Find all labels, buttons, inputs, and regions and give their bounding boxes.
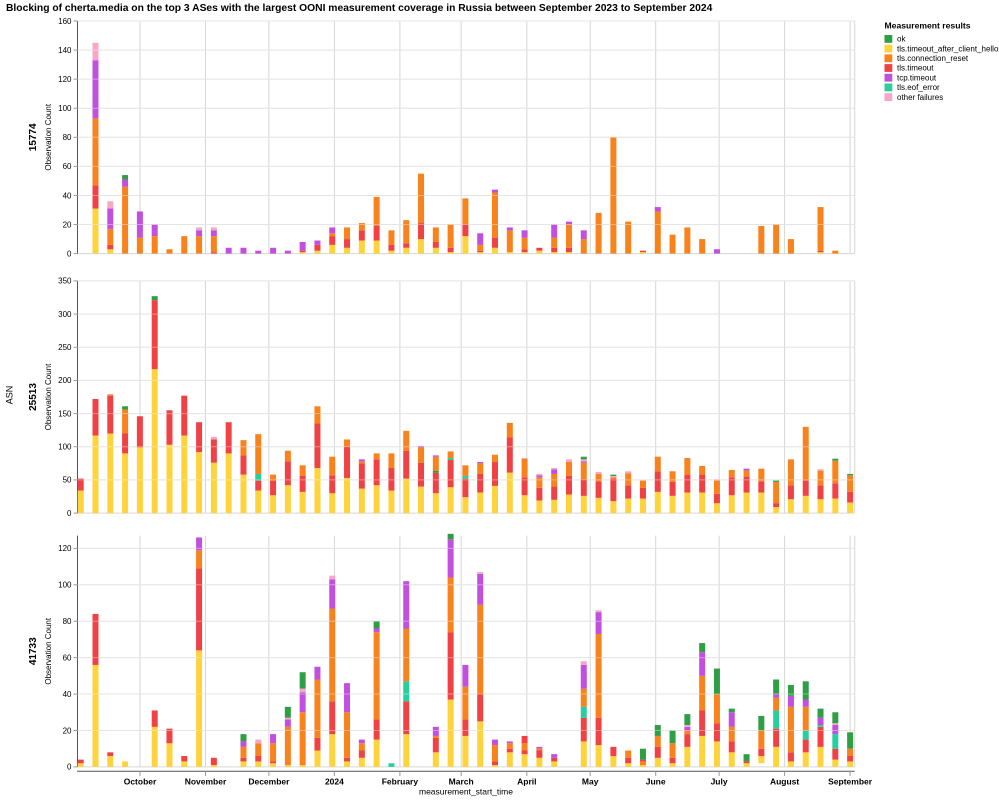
svg-text:November: November <box>185 777 227 787</box>
svg-text:200: 200 <box>58 376 72 385</box>
svg-text:June: June <box>646 777 666 787</box>
svg-text:tcp.timeout: tcp.timeout <box>897 73 937 82</box>
svg-text:20: 20 <box>63 220 72 229</box>
svg-text:40: 40 <box>63 191 72 200</box>
svg-text:80: 80 <box>63 133 72 142</box>
svg-text:120: 120 <box>58 544 72 553</box>
svg-text:May: May <box>582 777 599 787</box>
svg-text:140: 140 <box>58 46 72 55</box>
svg-text:100: 100 <box>58 581 72 590</box>
svg-text:tls.timeout: tls.timeout <box>897 64 934 73</box>
svg-text:60: 60 <box>63 653 72 662</box>
svg-text:0: 0 <box>67 763 72 772</box>
svg-text:tls.eof_error: tls.eof_error <box>897 83 940 92</box>
svg-text:February: February <box>382 777 419 787</box>
svg-text:ok: ok <box>897 35 906 44</box>
svg-text:40: 40 <box>63 690 72 699</box>
svg-text:measurement_start_time: measurement_start_time <box>419 787 513 797</box>
svg-text:100: 100 <box>58 104 72 113</box>
svg-text:41733: 41733 <box>28 637 39 665</box>
svg-text:15774: 15774 <box>28 123 39 151</box>
svg-text:60: 60 <box>63 162 72 171</box>
svg-text:160: 160 <box>58 17 72 26</box>
svg-text:April: April <box>517 777 536 787</box>
svg-text:ASN: ASN <box>5 386 15 405</box>
svg-text:20: 20 <box>63 726 72 735</box>
svg-text:2024: 2024 <box>325 777 344 787</box>
svg-text:250: 250 <box>58 343 72 352</box>
svg-text:Observation Count: Observation Count <box>44 103 53 170</box>
svg-text:Observation Count: Observation Count <box>44 363 53 430</box>
svg-text:0: 0 <box>67 509 72 518</box>
svg-text:other failures: other failures <box>897 93 943 102</box>
svg-text:July: July <box>711 777 728 787</box>
svg-text:80: 80 <box>63 617 72 626</box>
svg-text:tls.connection_reset: tls.connection_reset <box>897 54 969 63</box>
svg-text:300: 300 <box>58 310 72 319</box>
svg-text:120: 120 <box>58 75 72 84</box>
svg-text:Measurement results: Measurement results <box>885 21 971 31</box>
svg-text:50: 50 <box>63 476 72 485</box>
svg-text:September: September <box>828 777 873 787</box>
svg-text:350: 350 <box>58 277 72 286</box>
svg-text:100: 100 <box>58 443 72 452</box>
svg-text:25513: 25513 <box>28 383 39 411</box>
svg-text:December: December <box>248 777 290 787</box>
svg-text:Observation Count: Observation Count <box>44 617 53 684</box>
svg-text:Blocking of cherta.media on th: Blocking of cherta.media on the top 3 AS… <box>6 3 713 14</box>
svg-text:0: 0 <box>67 249 72 258</box>
svg-text:October: October <box>124 777 157 787</box>
svg-text:150: 150 <box>58 409 72 418</box>
svg-text:August: August <box>770 777 799 787</box>
svg-text:tls.timeout_after_client_hello: tls.timeout_after_client_hello <box>897 44 999 53</box>
svg-text:March: March <box>449 777 474 787</box>
